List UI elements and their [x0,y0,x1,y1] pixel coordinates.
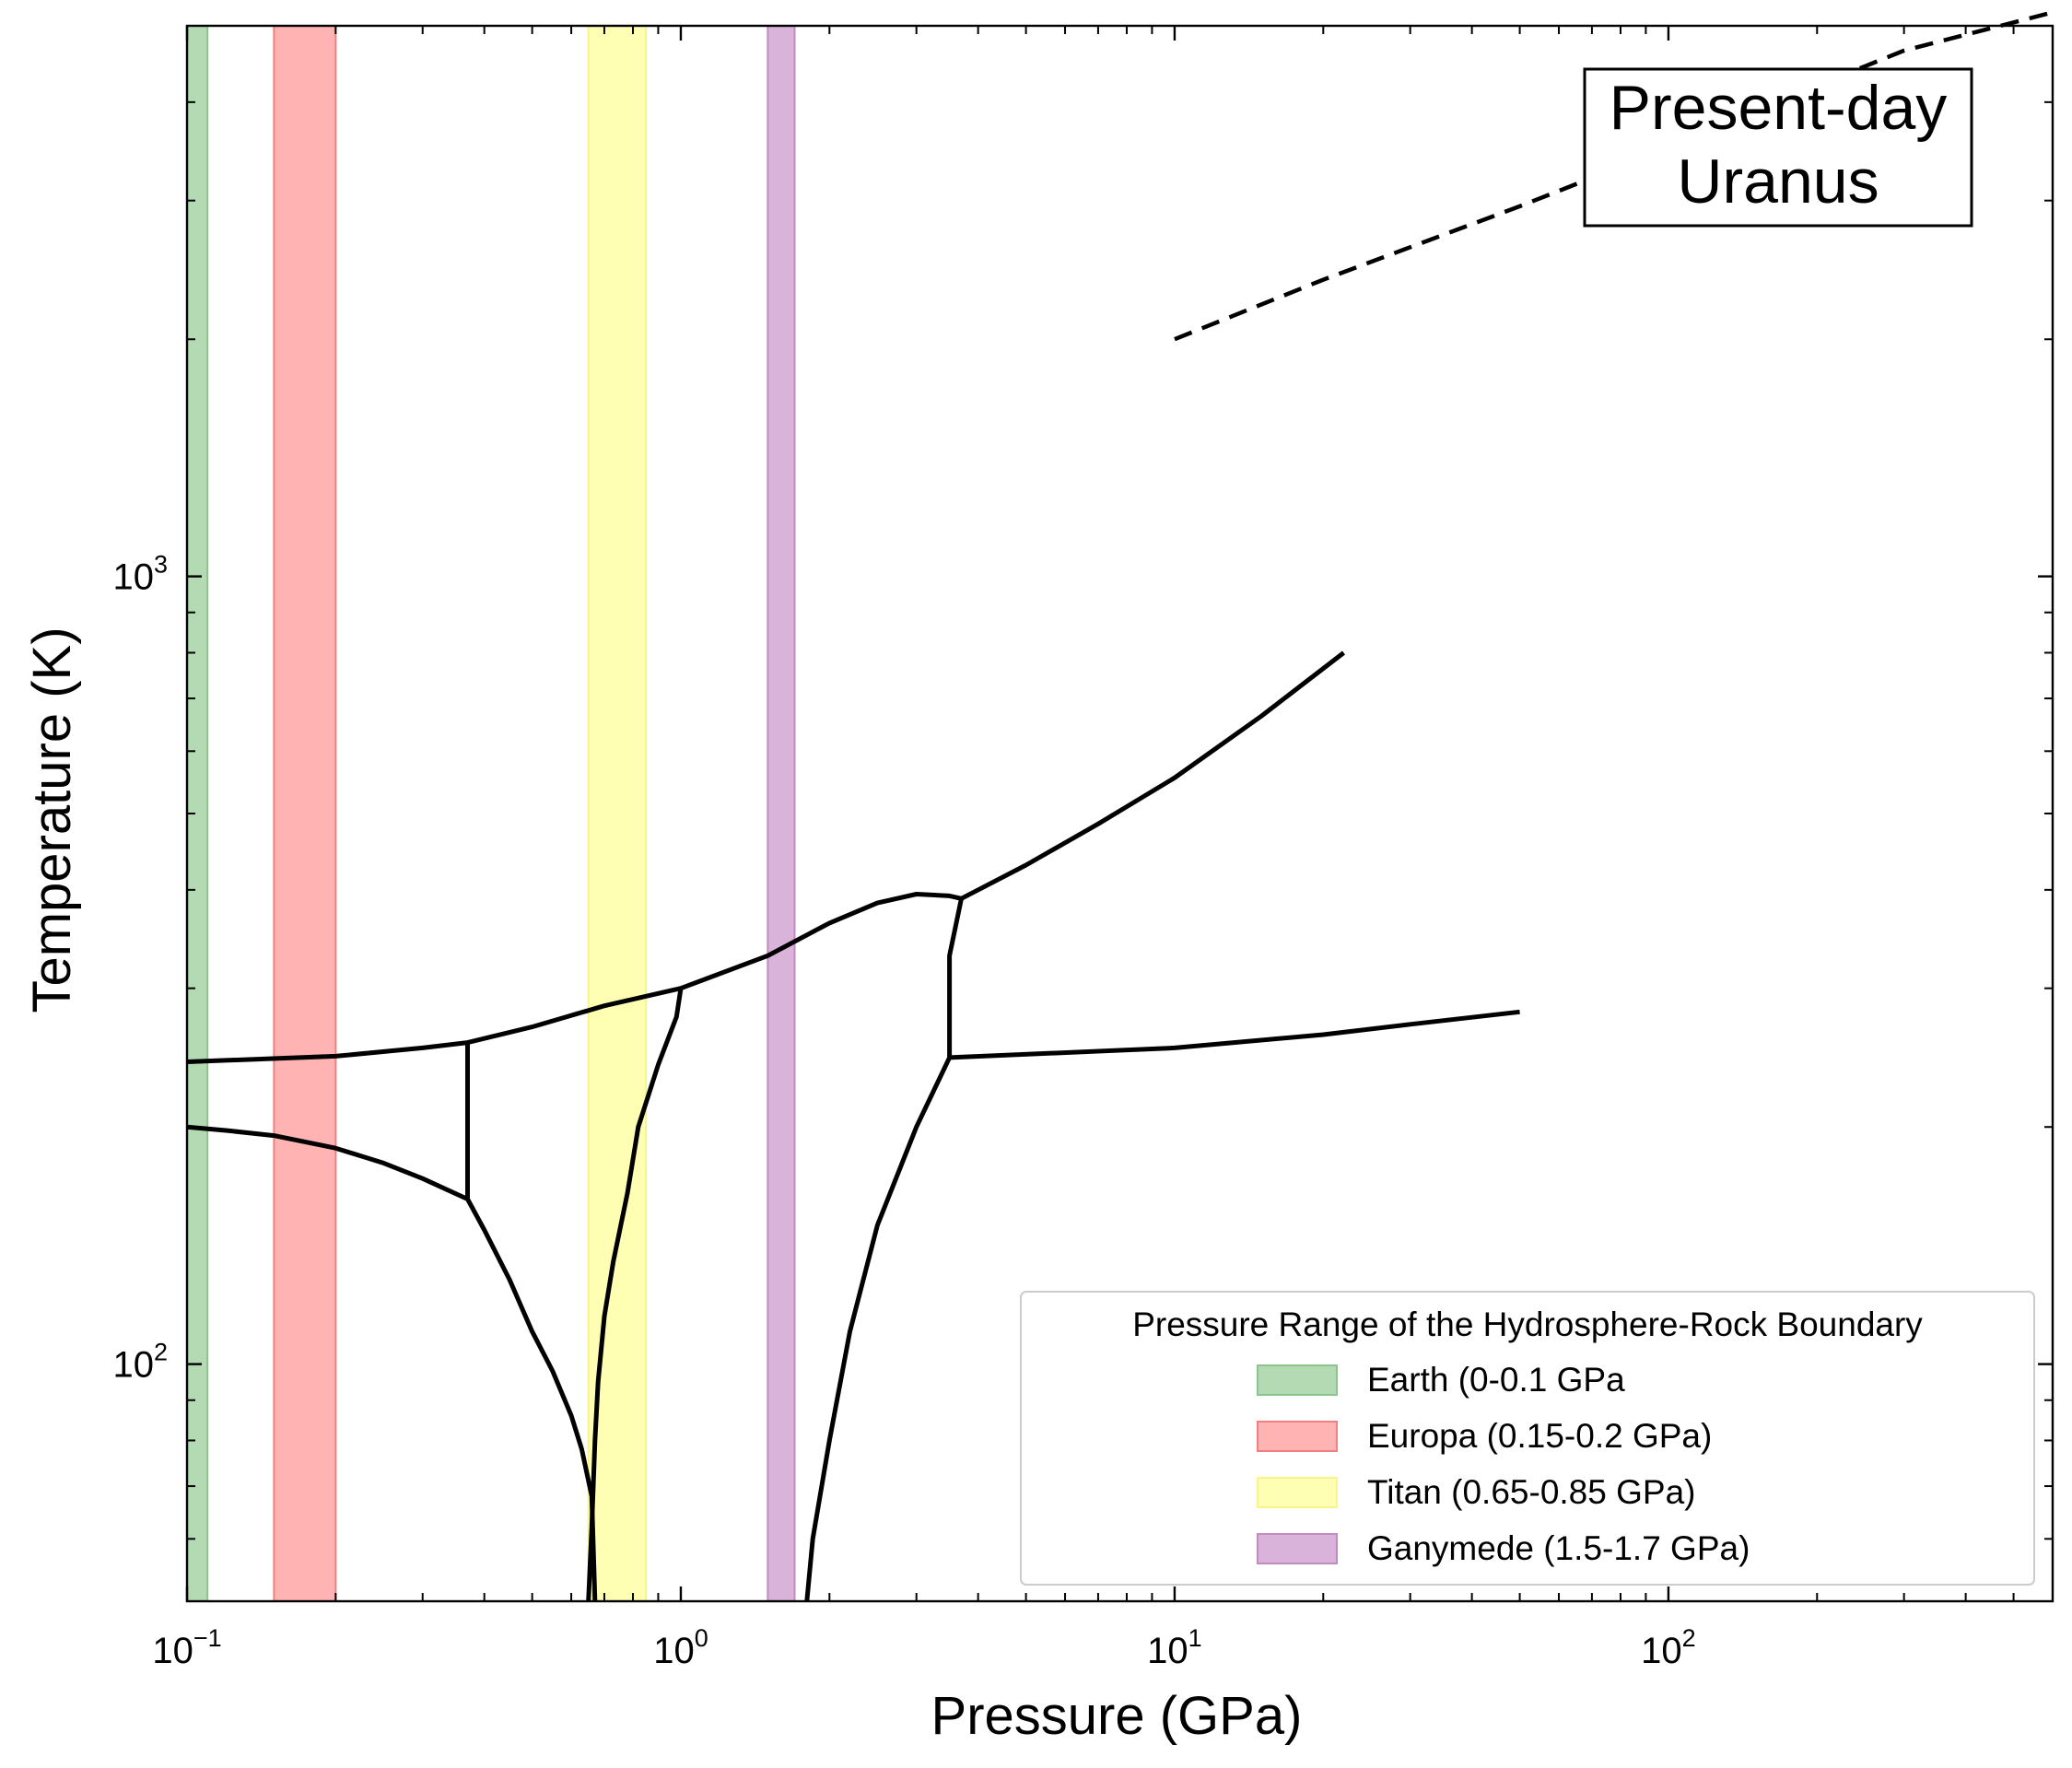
x-tick-label-2: 101 [1147,1624,1202,1671]
band-2 [587,25,648,1602]
band-3 [767,25,796,1602]
x-tick-exponent-3: 2 [1682,1624,1696,1652]
legend-swatch-earth [1257,1364,1338,1396]
legend-label-earth: Earth (0-0.1 GPa [1367,1361,1625,1399]
x-tick-label-3: 102 [1641,1624,1696,1671]
x-tick-label-1: 100 [653,1624,708,1671]
phase-boundary-line-6 [804,1056,952,1602]
uranus-adiabat-line-8 [1174,10,2054,342]
legend-swatch-titan [1257,1477,1338,1508]
legend-title: Pressure Range of the Hydrosphere-Rock B… [1132,1306,1923,1343]
x-tick-exponent-0: −1 [193,1624,222,1652]
y-tick-label-1: 103 [112,551,168,598]
y-tick-exponent-1: 3 [154,551,168,579]
phase-boundary-line-1 [960,650,1346,901]
legend-label-ganymede: Ganymede (1.5-1.7 GPa) [1367,1529,1750,1567]
annotation-line-2: Uranus [1677,146,1879,217]
phase-boundary-line-4 [586,988,684,1602]
legend-swatch-europa [1257,1421,1338,1452]
annotation-line-1: Present-day [1610,73,1948,143]
x-tick-exponent-1: 0 [695,1624,708,1652]
uranus-annotation: Present-day Uranus [1583,67,1973,228]
phase-boundary-line-2 [186,1124,598,1602]
minor-ticks [187,26,2053,1601]
legend-label-titan: Titan (0.65-0.85 GPa) [1367,1473,1695,1511]
annotation-box [1583,67,1973,228]
legend-swatch-ganymede [1257,1533,1338,1564]
legend-label-europa: Europa (0.15-0.2 GPa) [1367,1417,1712,1455]
band-1 [273,25,337,1602]
x-tick-label-0: 10−1 [152,1624,221,1671]
x-tick-exponent-2: 1 [1188,1624,1202,1652]
phase-boundary-line-5 [947,897,964,1058]
phase-boundary-lines [186,10,2054,1602]
y-axis-label: Temperature (K) [22,626,82,1013]
y-tick-exponent-0: 2 [154,1339,168,1366]
x-axis-label: Pressure (GPa) [931,1686,1303,1746]
pressure-bands [186,25,796,1602]
phase-boundary-line-7 [949,1009,1520,1060]
legend: Pressure Range of the Hydrosphere-Rock B… [1020,1291,2035,1586]
y-axis-ticks: 102 103 [112,551,2053,1386]
y-tick-label-0: 102 [112,1339,168,1386]
